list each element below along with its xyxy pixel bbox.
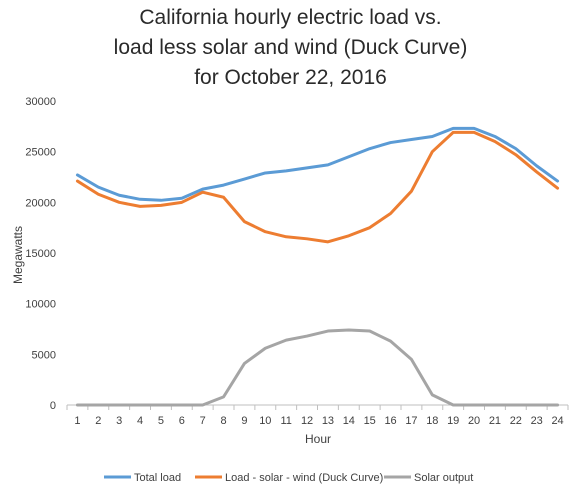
x-tick-label: 21 [489,415,501,427]
x-tick-label: 15 [364,415,376,427]
y-tick-label: 0 [50,400,56,412]
x-tick-label: 23 [531,415,543,427]
x-tick-label: 24 [551,415,563,427]
x-tick-label: 8 [221,415,227,427]
x-tick-label: 22 [510,415,522,427]
legend-label-2: Load - solar - wind (Duck Curve) [225,472,383,484]
x-axis-label: Hour [305,432,331,446]
x-tick-label: 17 [405,415,417,427]
x-tick-label: 13 [322,415,334,427]
y-tick-label: 25000 [25,147,56,159]
legend-label-1: Total load [134,472,181,484]
x-tick-label: 6 [179,415,185,427]
y-tick-label: 30000 [25,96,56,108]
y-tick-labels: 0 5000 10000 15000 20000 25000 30000 [25,96,56,412]
series-line-2 [75,130,560,244]
legend-label-3: Solar output [414,472,473,484]
x-tick-label: 5 [158,415,164,427]
y-tick-label: 15000 [25,248,56,260]
legend: Total load Load - solar - wind (Duck Curv… [104,472,473,484]
chart-title-line-1: California hourly electric load vs. [139,6,442,29]
x-tick-label: 3 [116,415,122,427]
x-tick-labels: 1 2 3 4 5 6 7 8 9 10 11 12 13 14 15 16 17 18 19 20 21 22 23 24 [74,415,563,427]
x-tick-label: 14 [343,415,355,427]
x-tick-label: 2 [95,415,101,427]
x-tick-label: 19 [447,415,459,427]
x-tick-label: 1 [74,415,80,427]
series-layer [75,126,560,407]
chart-title-line-2: load less solar and wind (Duck Curve) [113,36,468,59]
y-axis-label: Megawatts [11,226,25,284]
y-tick-label: 5000 [32,349,56,361]
chart-title-line-3: for October 22, 2016 [194,66,387,89]
y-tick-label: 20000 [25,197,56,209]
x-tick-label: 20 [468,415,480,427]
series-line-1 [75,126,560,202]
x-tick-label: 10 [259,415,271,427]
x-tick-label: 4 [137,415,143,427]
x-tick-label: 9 [241,415,247,427]
series-line-3 [75,328,560,407]
x-tick-label: 11 [280,415,291,427]
x-tick-label: 7 [200,415,206,427]
x-tick-label: 18 [426,415,438,427]
y-tick-label: 10000 [25,299,56,311]
x-tick-label: 12 [301,415,313,427]
x-tick-label: 16 [384,415,396,427]
